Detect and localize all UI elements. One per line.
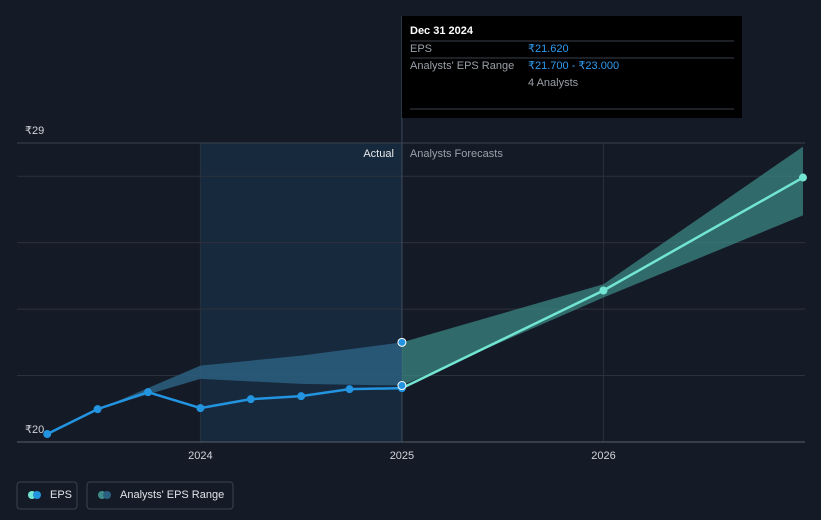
- tooltip-date: Dec 31 2024: [410, 25, 474, 37]
- legend-icon: [33, 491, 41, 499]
- x-tick-label: 2024: [188, 450, 212, 462]
- plot: ₹20 ₹29 2024 2025 2026 Actual Analysts Forecas…: [17, 16, 807, 462]
- eps-line: [46, 386, 402, 436]
- eps-point: [93, 405, 102, 414]
- section-label: Actual: [363, 148, 394, 160]
- tooltip-label: EPS: [410, 43, 432, 55]
- y-tick-label: ₹29: [25, 125, 44, 137]
- legend-label: Analysts' EPS Range: [120, 489, 224, 501]
- range-point: [397, 381, 407, 391]
- section-label: Analysts Forecasts: [410, 148, 503, 160]
- x-tick-label: 2026: [591, 450, 615, 462]
- legend-label: EPS: [50, 489, 72, 501]
- y-tick-label: ₹20: [25, 424, 44, 436]
- range-point: [397, 337, 407, 347]
- tooltip-value: ₹21.620: [528, 43, 569, 55]
- eps-point: [246, 395, 255, 404]
- legend-icon: [103, 491, 111, 499]
- tooltip-label: Analysts' EPS Range: [410, 60, 514, 72]
- eps-point: [143, 388, 152, 397]
- range-band: [99, 342, 402, 409]
- legend-item[interactable]: [86, 481, 234, 510]
- legend-item[interactable]: [16, 481, 78, 510]
- tooltip-box: [402, 16, 742, 118]
- eps-point: [345, 385, 354, 394]
- eps-point: [196, 404, 205, 413]
- forecast-point: [599, 286, 608, 295]
- forecast-band: [401, 146, 803, 386]
- forecast-point: [798, 173, 807, 182]
- tooltip-value: ₹21.700 - ₹23.000: [528, 60, 619, 72]
- eps-point: [43, 430, 52, 439]
- eps-point: [297, 392, 306, 401]
- tooltip-analysts: 4 Analysts: [528, 77, 579, 89]
- x-tick-label: 2025: [390, 450, 414, 462]
